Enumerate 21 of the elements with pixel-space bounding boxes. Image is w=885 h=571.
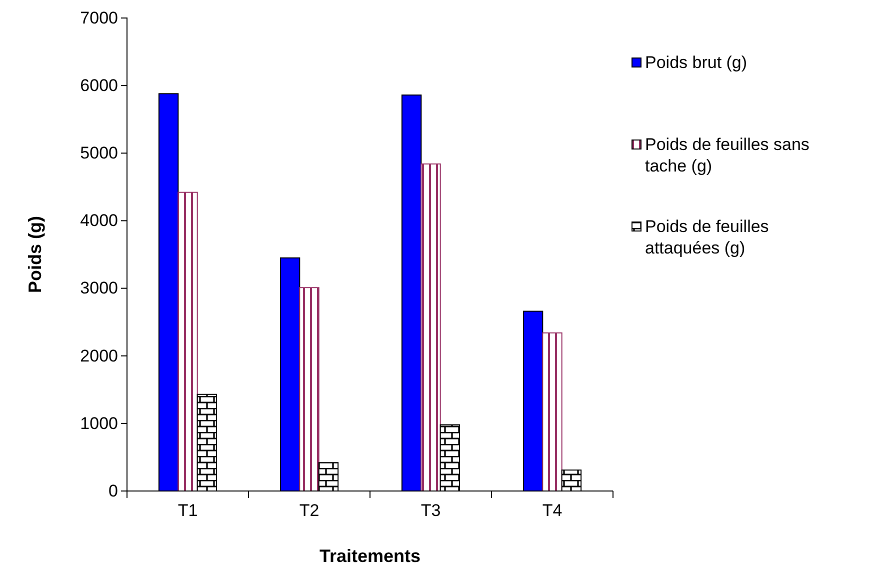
x-axis-title: Traitements [319, 546, 421, 566]
x-tick-label: T4 [542, 501, 562, 520]
y-tick-label: 6000 [80, 76, 118, 96]
y-tick-label: 7000 [80, 8, 118, 28]
y-tick-label: 2000 [80, 346, 118, 366]
legend-label: Poids brut (g) [645, 53, 748, 72]
legend-label: Poids de feuilles sans tache (g) [645, 135, 810, 176]
x-tick-label: T1 [178, 501, 198, 520]
y-tick-label: 3000 [80, 278, 118, 298]
y-tick-label: 4000 [80, 211, 118, 230]
legend-label: Poids de feuilles attaquées (g) [645, 217, 769, 258]
x-tick-label: T3 [420, 501, 441, 520]
bar [420, 163, 441, 492]
y-axis-title: Poids (g) [25, 216, 45, 293]
y-tick-label: 1000 [80, 414, 118, 433]
bar [542, 332, 562, 492]
bar [178, 192, 198, 492]
x-tick-label: T2 [299, 501, 320, 520]
bar [299, 287, 320, 492]
y-tick-label: 0 [108, 481, 118, 500]
y-tick-label: 5000 [80, 144, 118, 163]
